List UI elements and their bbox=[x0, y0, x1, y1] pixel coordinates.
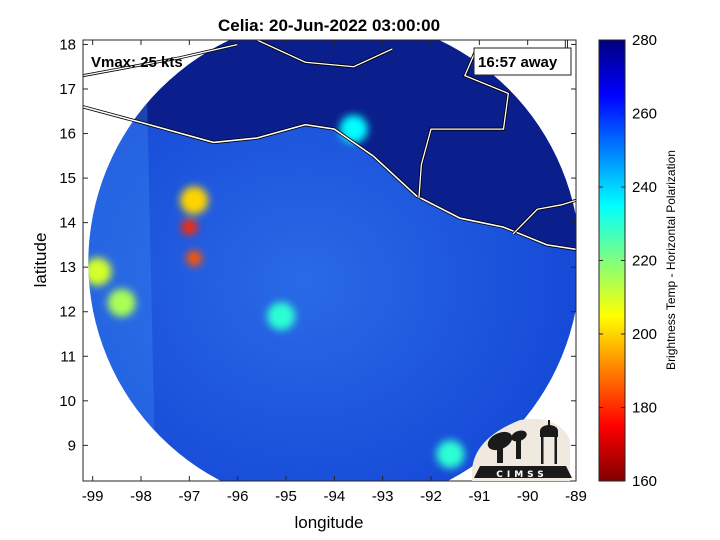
y-tick-label: 17 bbox=[59, 81, 76, 98]
colorbar-tick-label: 200 bbox=[632, 326, 657, 343]
x-tick-label: -90 bbox=[517, 488, 539, 505]
time-away-annotation: 16:57 away bbox=[473, 47, 572, 76]
x-tick-label: -89 bbox=[565, 488, 587, 505]
country-border bbox=[256, 40, 393, 68]
colorbar-tick-label: 260 bbox=[632, 106, 657, 123]
x-tick-label: -99 bbox=[82, 488, 104, 505]
colorbar: 280 260 240 220 200 180 160 Brightness Temp - … bbox=[598, 32, 678, 490]
x-tick-label: -95 bbox=[275, 488, 297, 505]
colorbar-tick-label: 180 bbox=[632, 400, 657, 417]
x-tick-label: -91 bbox=[468, 488, 490, 505]
colorbar-gradient bbox=[598, 39, 626, 482]
y-tick-label: 14 bbox=[59, 215, 76, 232]
convection-cell bbox=[267, 302, 296, 331]
x-tick-label: -96 bbox=[227, 488, 249, 505]
colorbar-tick-label: 220 bbox=[632, 253, 657, 270]
convection-cell bbox=[107, 288, 136, 317]
y-tick-label: 9 bbox=[68, 437, 76, 454]
convection-cell bbox=[339, 115, 368, 144]
y-tick-label: 12 bbox=[59, 304, 76, 321]
vmax-annotation: Vmax: 25 kts bbox=[91, 54, 183, 71]
x-tick-label: -97 bbox=[178, 488, 200, 505]
convection-cell bbox=[181, 219, 198, 236]
y-tick-label: 15 bbox=[59, 170, 76, 187]
x-tick-label: -92 bbox=[420, 488, 442, 505]
y-tick-label: 13 bbox=[59, 259, 76, 276]
colorbar-tick-label: 160 bbox=[632, 473, 657, 490]
time-away-text: 16:57 away bbox=[478, 54, 558, 71]
country-border bbox=[512, 199, 576, 235]
colorbar-label: Brightness Temp - Horizontal Polarizatio… bbox=[664, 150, 678, 370]
y-tick-label: 16 bbox=[59, 126, 76, 143]
cimss-logo: CIMSS bbox=[471, 418, 572, 481]
y-axis-label: latitude bbox=[31, 233, 50, 288]
convection-cell bbox=[186, 250, 203, 267]
microwave-swath bbox=[88, 40, 576, 481]
convection-cell bbox=[180, 186, 209, 215]
country-border bbox=[83, 43, 238, 77]
logo-base bbox=[474, 466, 572, 478]
logo-text: CIMSS bbox=[496, 470, 547, 480]
plot-frame bbox=[82, 39, 577, 482]
convection-cell bbox=[436, 440, 465, 469]
radar-dish-icon bbox=[487, 430, 527, 463]
plot-area bbox=[83, 40, 576, 481]
convection-cells bbox=[88, 115, 465, 469]
x-tick-label: -93 bbox=[372, 488, 394, 505]
colorbar-tick-label: 280 bbox=[632, 32, 657, 49]
coastline bbox=[83, 106, 576, 251]
y-tick-label: 18 bbox=[59, 36, 76, 53]
colorbar-ticks: 280 260 240 220 200 180 160 bbox=[599, 32, 657, 490]
y-tick-label: 11 bbox=[60, 348, 76, 365]
y-tick-label: 10 bbox=[59, 393, 76, 410]
water-tower-icon bbox=[540, 420, 558, 464]
colorbar-tick-label: 240 bbox=[632, 179, 657, 196]
land-field bbox=[88, 40, 576, 250]
x-tick-label: -98 bbox=[130, 488, 152, 505]
vmax-text: Vmax: 25 kts bbox=[91, 54, 183, 71]
x-axis-label: longitude bbox=[294, 513, 363, 532]
x-axis: -99 -98 -97 -96 -95 -94 -93 -92 -91 -90 -89 bbox=[82, 40, 587, 505]
chart-title: Celia: 20-Jun-2022 03:00:00 bbox=[218, 16, 440, 35]
y-axis: 9 10 11 12 13 14 15 16 17 18 bbox=[59, 36, 576, 454]
convection-cell bbox=[88, 257, 112, 286]
x-tick-label: -94 bbox=[323, 488, 345, 505]
time-away-box bbox=[473, 47, 572, 76]
